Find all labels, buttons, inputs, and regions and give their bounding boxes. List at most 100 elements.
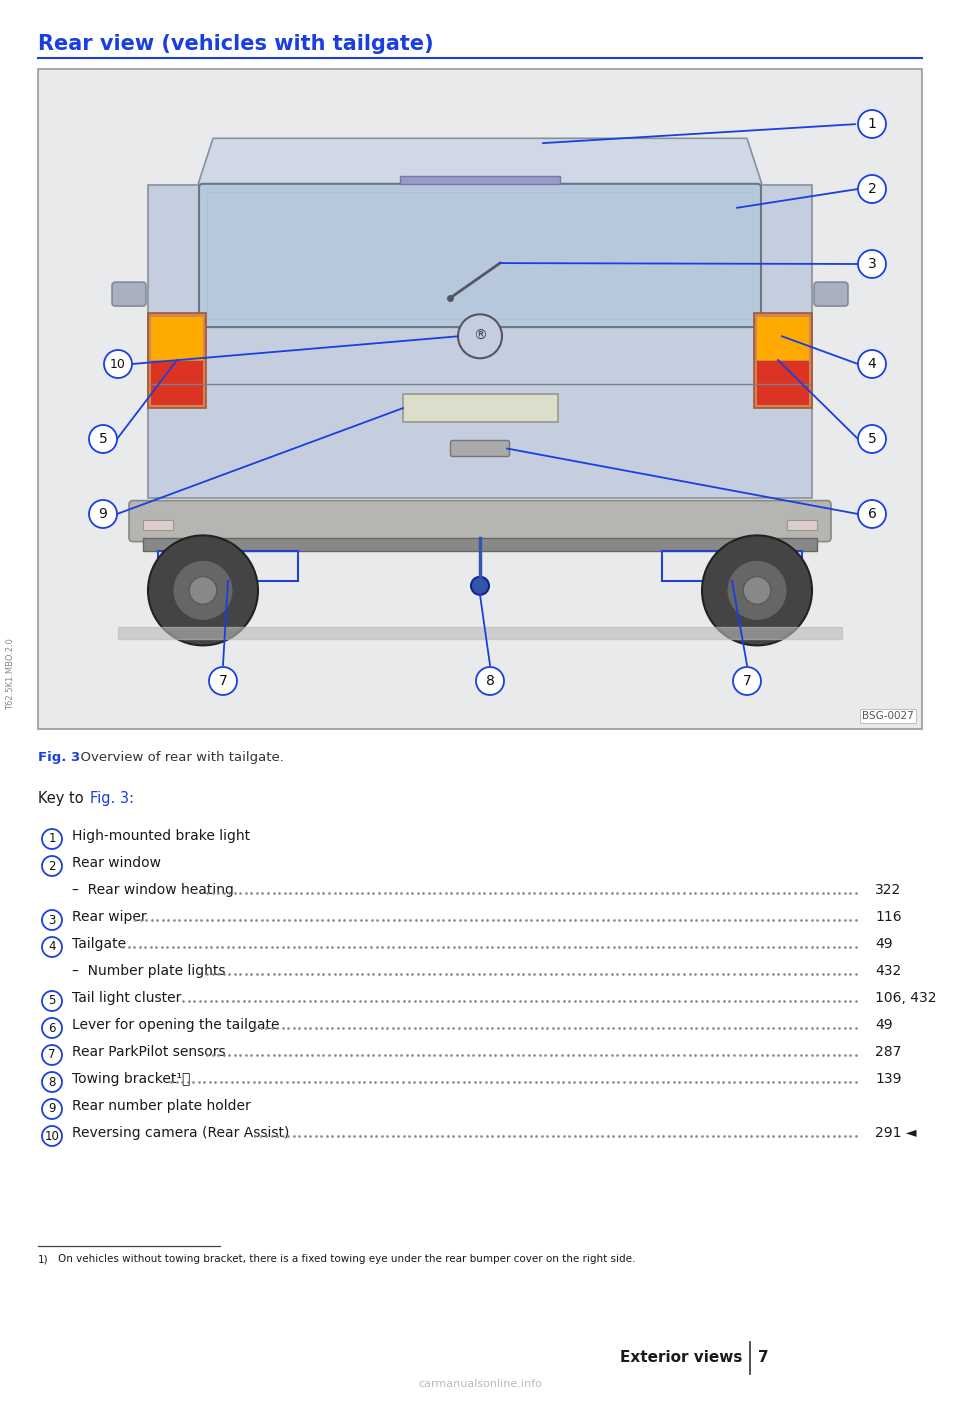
- Text: 10: 10: [44, 1129, 60, 1142]
- Text: 432: 432: [875, 964, 901, 978]
- FancyBboxPatch shape: [400, 175, 560, 184]
- Text: ®: ®: [473, 329, 487, 343]
- FancyBboxPatch shape: [148, 313, 206, 409]
- Text: Towing bracket¹⧠: Towing bracket¹⧠: [72, 1072, 190, 1087]
- Text: 116: 116: [875, 910, 901, 924]
- Text: 3: 3: [868, 256, 876, 271]
- Circle shape: [733, 666, 761, 695]
- Text: 49: 49: [875, 1018, 893, 1032]
- Text: Exterior views: Exterior views: [619, 1350, 742, 1366]
- Text: BSG-0027: BSG-0027: [862, 711, 914, 721]
- Text: Rear view (vehicles with tailgate): Rear view (vehicles with tailgate): [38, 34, 434, 54]
- FancyBboxPatch shape: [148, 185, 812, 498]
- Circle shape: [42, 829, 62, 849]
- Circle shape: [42, 1018, 62, 1038]
- Text: –  Rear window heating: – Rear window heating: [72, 883, 234, 897]
- FancyBboxPatch shape: [129, 501, 831, 541]
- Text: 10: 10: [110, 357, 126, 370]
- Text: Overview of rear with tailgate.: Overview of rear with tailgate.: [72, 750, 284, 765]
- Circle shape: [727, 560, 787, 621]
- Circle shape: [458, 315, 502, 359]
- Circle shape: [471, 577, 489, 595]
- Text: 2: 2: [868, 182, 876, 197]
- Text: 1): 1): [38, 1255, 49, 1265]
- Text: 1: 1: [48, 833, 56, 846]
- FancyBboxPatch shape: [143, 520, 173, 530]
- FancyBboxPatch shape: [757, 318, 809, 360]
- Text: Fig. 3: Fig. 3: [38, 750, 81, 765]
- Text: 6: 6: [48, 1021, 56, 1034]
- Text: Rear wiper: Rear wiper: [72, 910, 147, 924]
- Circle shape: [743, 577, 771, 604]
- Circle shape: [42, 1126, 62, 1146]
- Text: Tailgate: Tailgate: [72, 937, 126, 951]
- FancyBboxPatch shape: [757, 362, 809, 404]
- Text: 9: 9: [48, 1102, 56, 1115]
- Text: 291 ◄: 291 ◄: [875, 1126, 917, 1141]
- FancyBboxPatch shape: [151, 362, 203, 404]
- Circle shape: [476, 666, 504, 695]
- Text: On vehicles without towing bracket, there is a fixed towing eye under the rear b: On vehicles without towing bracket, ther…: [58, 1255, 636, 1265]
- Circle shape: [173, 560, 233, 621]
- Text: 49: 49: [875, 937, 893, 951]
- FancyBboxPatch shape: [143, 538, 817, 551]
- Text: 7: 7: [743, 674, 752, 688]
- Text: Rear ParkPilot sensors: Rear ParkPilot sensors: [72, 1045, 226, 1059]
- Text: 7: 7: [758, 1350, 769, 1366]
- Text: 3: 3: [48, 914, 56, 927]
- Text: 7: 7: [219, 674, 228, 688]
- Circle shape: [89, 424, 117, 453]
- Text: 287: 287: [875, 1045, 901, 1059]
- Circle shape: [42, 937, 62, 957]
- Circle shape: [858, 424, 886, 453]
- Circle shape: [148, 535, 258, 645]
- Text: 8: 8: [486, 674, 494, 688]
- Text: Rear window: Rear window: [72, 856, 161, 870]
- Text: 139: 139: [875, 1072, 901, 1087]
- Text: Rear number plate holder: Rear number plate holder: [72, 1099, 251, 1114]
- Text: 2: 2: [48, 860, 56, 873]
- FancyBboxPatch shape: [199, 184, 761, 328]
- Text: Key to: Key to: [38, 790, 88, 806]
- Text: carmanualsonline.info: carmanualsonline.info: [418, 1378, 542, 1388]
- Circle shape: [209, 666, 237, 695]
- Text: 5: 5: [99, 431, 108, 446]
- Text: 7: 7: [48, 1048, 56, 1061]
- Circle shape: [42, 910, 62, 930]
- Circle shape: [42, 1045, 62, 1065]
- Text: Fig. 3:: Fig. 3:: [90, 790, 134, 806]
- Circle shape: [104, 350, 132, 377]
- Circle shape: [42, 856, 62, 876]
- Circle shape: [189, 577, 217, 604]
- Text: Tail light cluster: Tail light cluster: [72, 991, 181, 1005]
- Circle shape: [42, 1099, 62, 1119]
- Circle shape: [858, 350, 886, 377]
- Text: 4: 4: [868, 357, 876, 372]
- Text: 106, 432: 106, 432: [875, 991, 937, 1005]
- Circle shape: [858, 251, 886, 278]
- Text: T62.5K1.MBO.2.0: T62.5K1.MBO.2.0: [7, 638, 15, 711]
- FancyBboxPatch shape: [450, 440, 510, 457]
- Polygon shape: [198, 138, 762, 185]
- Text: High-mounted brake light: High-mounted brake light: [72, 829, 251, 843]
- Circle shape: [858, 110, 886, 138]
- Text: Lever for opening the tailgate: Lever for opening the tailgate: [72, 1018, 279, 1032]
- Circle shape: [702, 535, 812, 645]
- Text: 6: 6: [868, 507, 876, 521]
- FancyBboxPatch shape: [814, 282, 848, 306]
- Text: 5: 5: [48, 994, 56, 1008]
- Text: Reversing camera (Rear Assist): Reversing camera (Rear Assist): [72, 1126, 289, 1141]
- Circle shape: [42, 991, 62, 1011]
- FancyBboxPatch shape: [151, 318, 203, 360]
- Text: 322: 322: [875, 883, 901, 897]
- Text: 1: 1: [868, 117, 876, 131]
- Text: 8: 8: [48, 1075, 56, 1088]
- Circle shape: [89, 500, 117, 528]
- FancyBboxPatch shape: [787, 520, 817, 530]
- Text: –  Number plate lights: – Number plate lights: [72, 964, 226, 978]
- FancyBboxPatch shape: [754, 313, 812, 409]
- Text: 5: 5: [868, 431, 876, 446]
- Text: 4: 4: [48, 940, 56, 954]
- FancyBboxPatch shape: [38, 68, 922, 729]
- Text: 9: 9: [99, 507, 108, 521]
